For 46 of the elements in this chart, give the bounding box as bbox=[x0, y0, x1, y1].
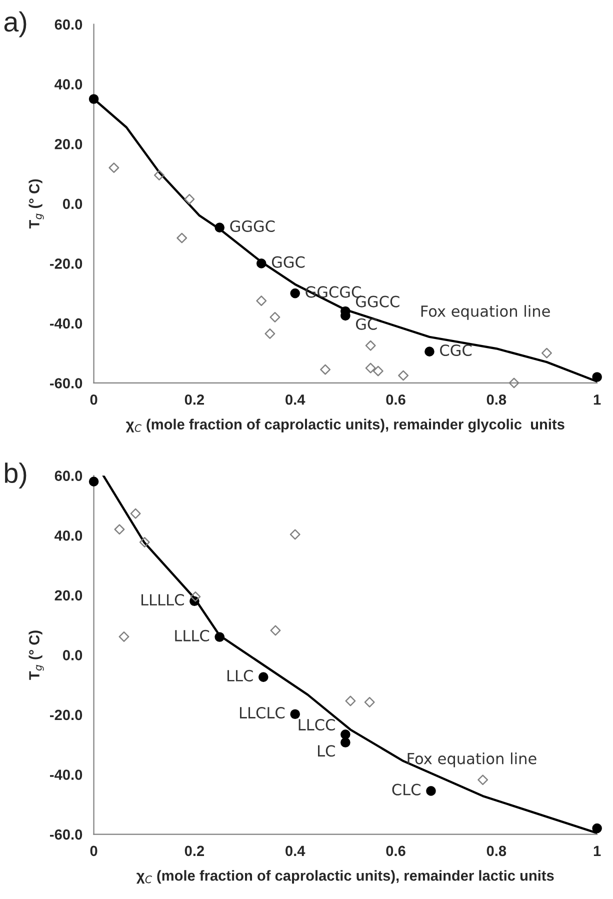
x-tick-label: 1 bbox=[594, 846, 601, 856]
x-tick-label: 0.8 bbox=[486, 394, 506, 405]
annotation: GC bbox=[356, 318, 377, 330]
x-tick-label: 0.8 bbox=[486, 846, 506, 856]
x-tick-label: 1 bbox=[594, 394, 601, 405]
y-tick-label: 20.0 bbox=[54, 590, 82, 601]
x-tick-label: 0.2 bbox=[184, 394, 204, 405]
y-tick-label: -60.0 bbox=[50, 829, 82, 840]
y-axis-title: T$_{g}$ (° C) bbox=[28, 179, 44, 229]
annotation: LLLC bbox=[175, 630, 210, 642]
x-tick-label: 0.4 bbox=[286, 846, 306, 856]
y-tick-label: -40.0 bbox=[50, 770, 82, 780]
y-tick-label: -60.0 bbox=[50, 378, 82, 388]
x-tick-label: 0 bbox=[90, 394, 98, 405]
y-tick-label: 0.0 bbox=[62, 198, 82, 210]
annotation: CLC bbox=[392, 784, 420, 796]
x-axis-title: χ$_{C}$ (mole fraction of caprolactic units), remainder glycolic units bbox=[126, 418, 564, 432]
y-axis-title: T$_{g}$ (° C) bbox=[28, 630, 44, 680]
y-tick-label: 40.0 bbox=[54, 79, 82, 90]
annotation: LLLLC bbox=[142, 594, 184, 606]
y-tick-label: 0.0 bbox=[62, 650, 82, 660]
y-tick-label: 60.0 bbox=[54, 19, 82, 30]
x-tick-label: 0.6 bbox=[386, 846, 406, 856]
y-tick-label: 20.0 bbox=[54, 138, 82, 150]
annotation: Fox equation line bbox=[408, 752, 536, 768]
x-tick-label: 0.4 bbox=[286, 394, 306, 405]
y-tick-label: -20.0 bbox=[50, 258, 82, 269]
annotation: LLC bbox=[227, 670, 253, 682]
x-tick-label: 0 bbox=[90, 846, 98, 856]
y-tick-label: 60.0 bbox=[54, 470, 82, 481]
annotation: LLCC bbox=[298, 718, 335, 731]
annotation: CGC bbox=[440, 344, 472, 356]
annotation: LC bbox=[318, 745, 335, 757]
chart-title: a) bbox=[4, 11, 26, 38]
chart-title: b) bbox=[4, 462, 26, 489]
x-axis-title: χ$_{C}$ (mole fraction of caprolactic units), remainder lactic units bbox=[136, 870, 554, 884]
annotation: LLCLC bbox=[240, 706, 285, 719]
y-tick-label: 40.0 bbox=[54, 530, 82, 541]
x-tick-label: 0.2 bbox=[184, 846, 204, 856]
annotation: GGGC bbox=[230, 220, 275, 232]
annotation: GGC bbox=[272, 256, 305, 268]
annotation: GGCC bbox=[356, 296, 400, 308]
y-tick-label: -40.0 bbox=[50, 318, 82, 329]
annotation: Fox equation line bbox=[421, 305, 550, 320]
x-tick-label: 0.6 bbox=[386, 394, 406, 405]
y-tick-label: -20.0 bbox=[50, 710, 82, 720]
